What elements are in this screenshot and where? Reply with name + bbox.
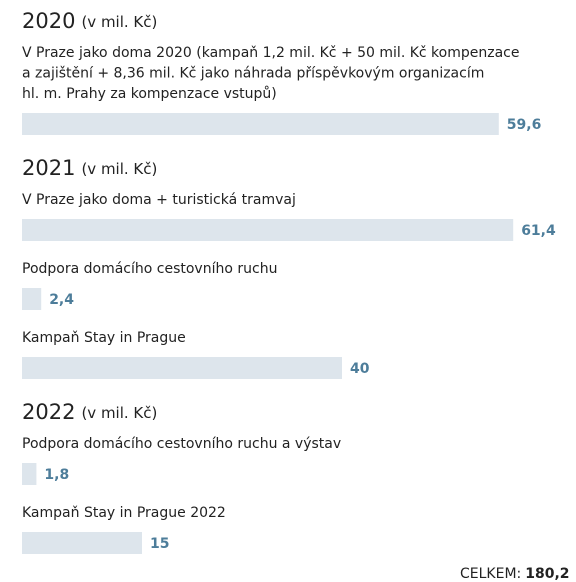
item-label: Podpora domácího cestovního ruchu [22, 261, 277, 277]
unit: (v mil. Kč) [81, 404, 157, 422]
item-label: V Praze jako doma + turistická tramvaj [22, 192, 296, 208]
item-label: V Praze jako doma 2020 (kampaň 1,2 mil. … [22, 45, 519, 61]
value-label: 61,4 [521, 223, 556, 239]
value-label: 15 [150, 536, 169, 552]
section-heading: 2020 (v mil. Kč) [22, 9, 157, 33]
value-label: 2,4 [49, 292, 74, 308]
unit: (v mil. Kč) [81, 160, 157, 178]
item-label: a zajištění + 8,36 mil. Kč jako náhrada … [22, 66, 484, 82]
section-heading: 2021 (v mil. Kč) [22, 156, 157, 180]
bar [22, 219, 514, 241]
bar [22, 357, 342, 379]
year: 2021 [22, 156, 75, 180]
value-label: 1,8 [44, 467, 69, 483]
bar [22, 288, 42, 310]
year: 2020 [22, 9, 75, 33]
section-heading: 2022 (v mil. Kč) [22, 400, 157, 424]
item-label: Kampaň Stay in Prague 2022 [22, 505, 226, 521]
bar [22, 113, 499, 135]
value-label: 59,6 [507, 117, 542, 133]
item-label: hl. m. Prahy za kompenzace vstupů) [22, 86, 277, 102]
bar [22, 532, 142, 554]
unit: (v mil. Kč) [81, 13, 157, 31]
value-label: 40 [350, 361, 370, 377]
total-label: CELKEM: [460, 566, 521, 582]
total-value: 180,2 [525, 566, 569, 582]
year: 2022 [22, 400, 75, 424]
item-label: Kampaň Stay in Prague [22, 330, 186, 346]
item-label: Podpora domácího cestovního ruchu a výst… [22, 436, 341, 452]
total: CELKEM: 180,2 [460, 566, 570, 582]
bar [22, 463, 37, 485]
